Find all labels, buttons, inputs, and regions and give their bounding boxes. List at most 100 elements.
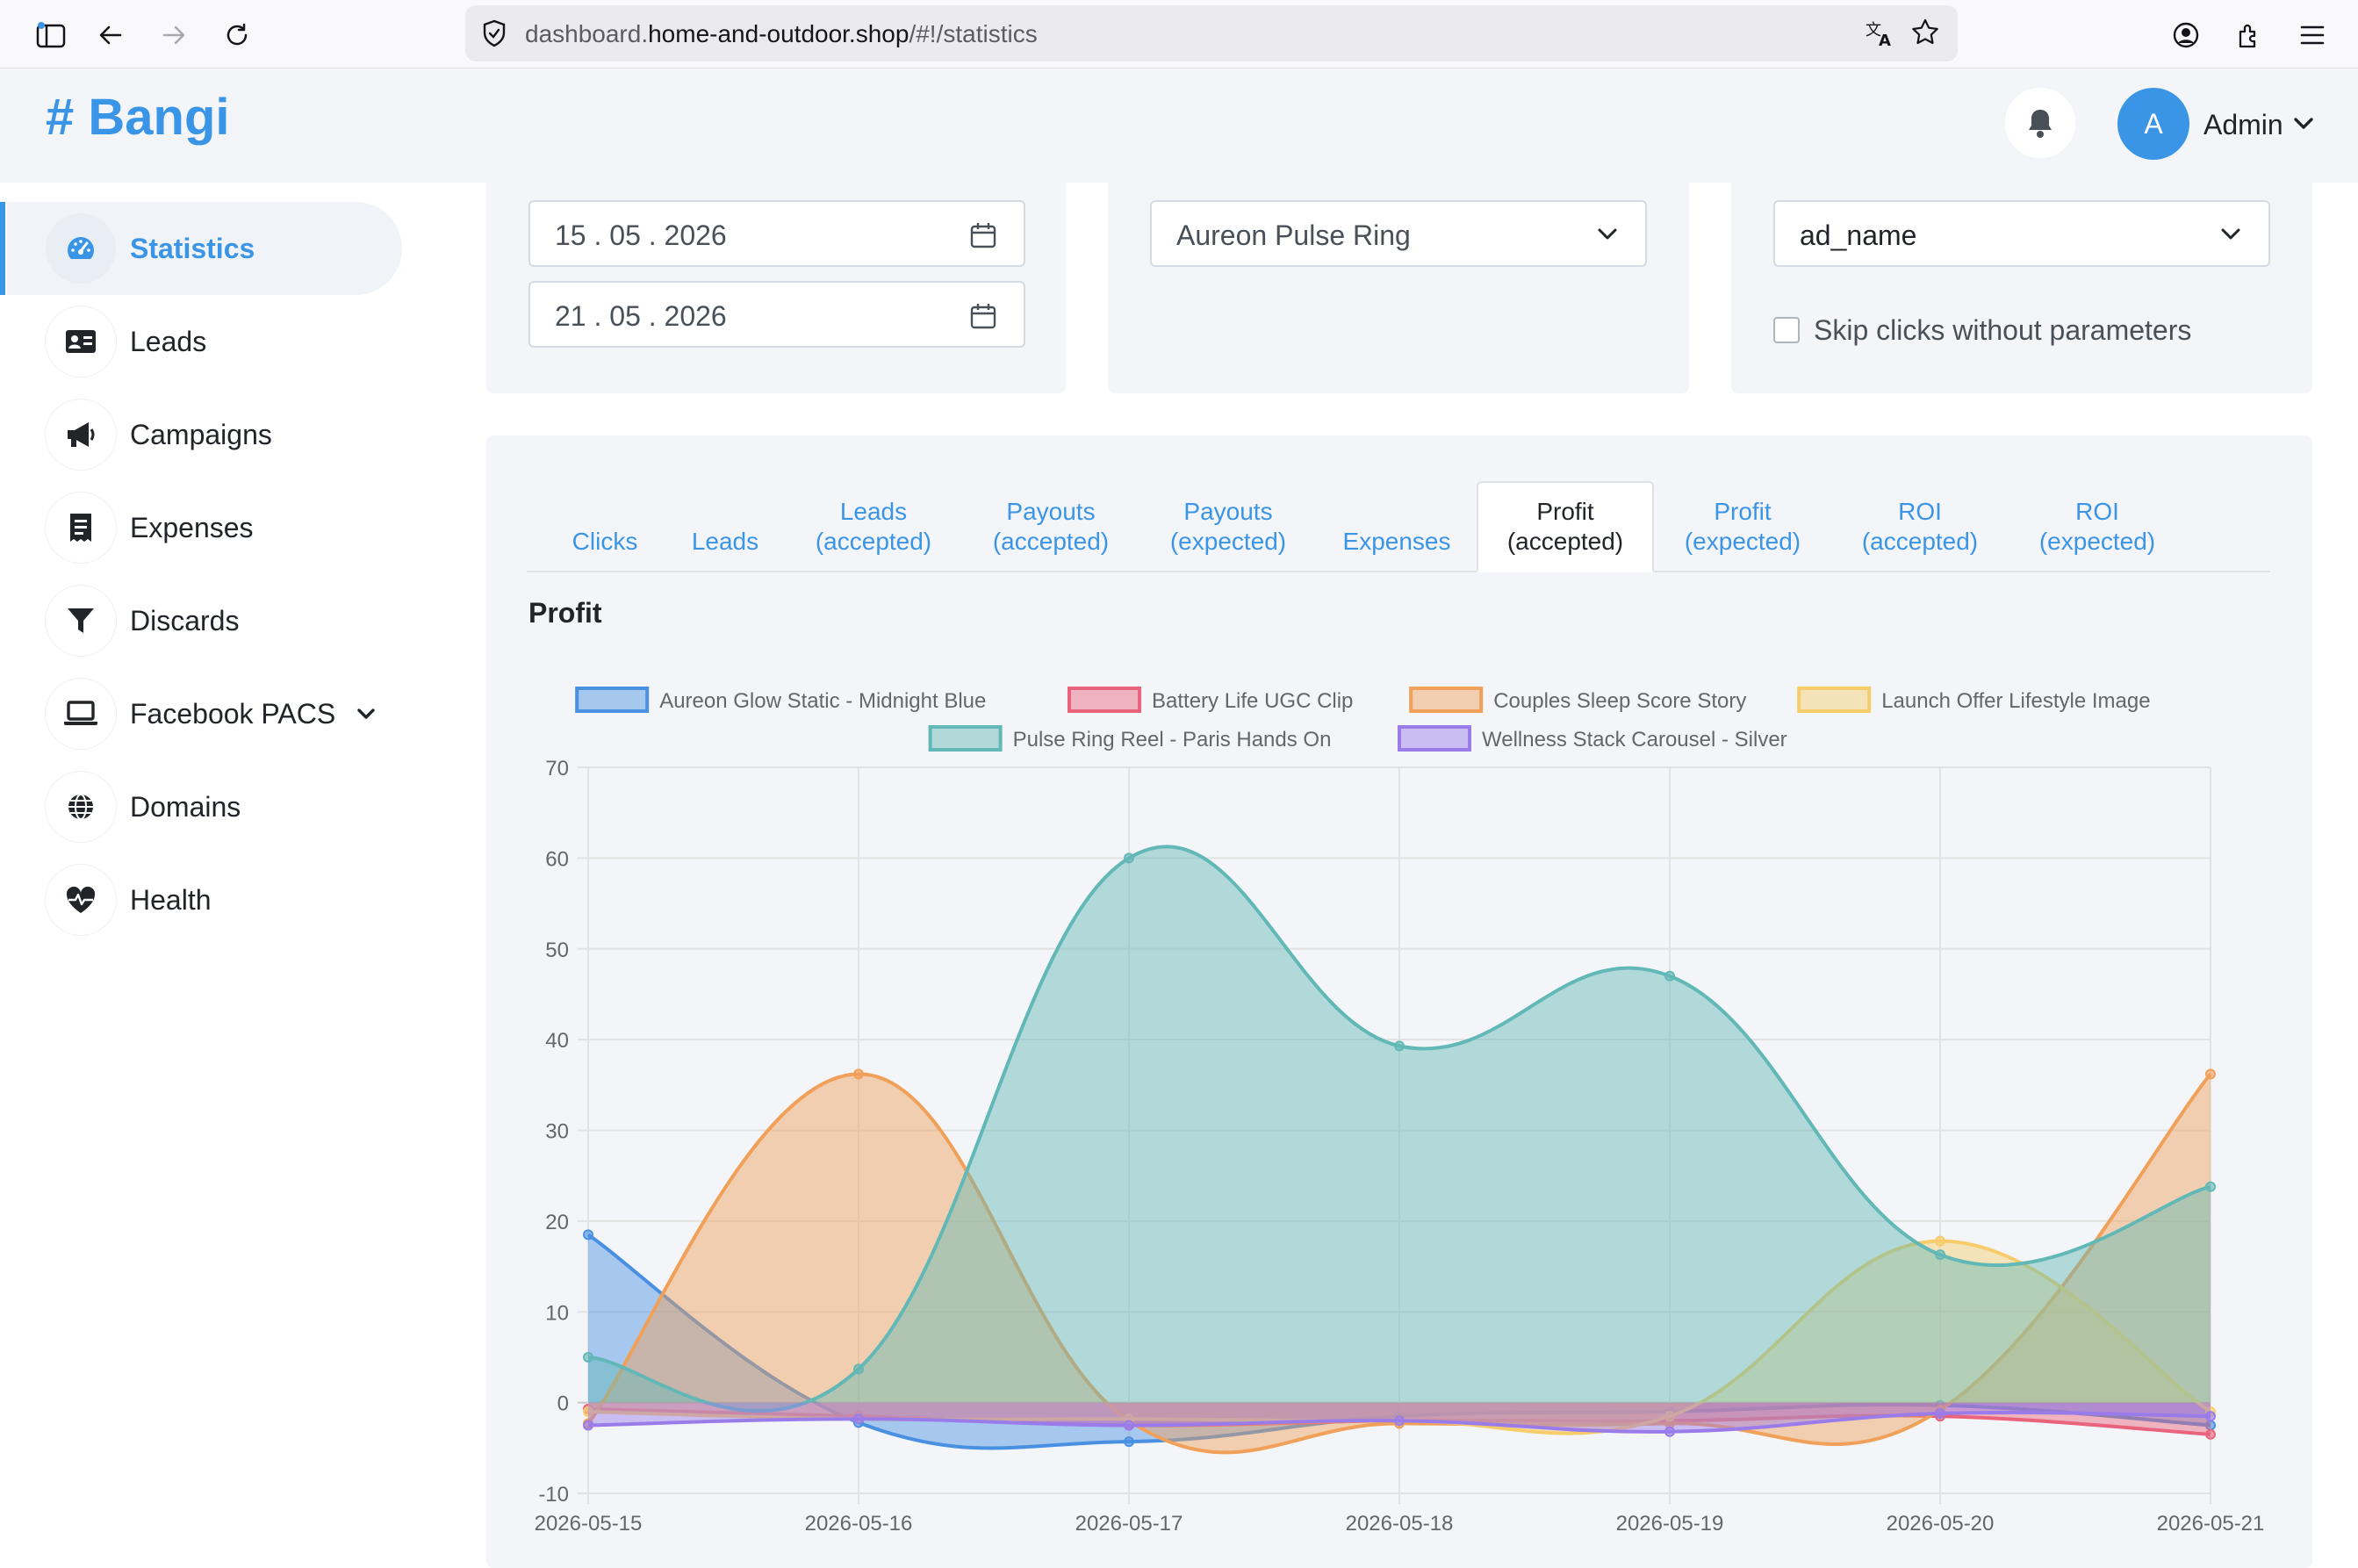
tab-profit-accepted[interactable]: Profit (accepted) [1477,481,1654,572]
chart-axes: -10 0 10 20 30 40 50 60 70 2026-05-15 2026-05-16 20… [535,757,2265,1536]
legend-swatch [1068,687,1141,713]
tab-payouts-accepted[interactable]: Payouts (accepted) [992,498,1110,555]
tab-leads-accepted[interactable]: Leads (accepted) [815,498,932,555]
x-tick-label: 2026-05-15 [535,1512,643,1536]
tab-profit-expected[interactable]: Profit (expected) [1684,498,1801,555]
calendar-icon[interactable] [969,302,997,330]
y-tick-label: 30 [545,1120,569,1144]
skip-clicks-checkbox[interactable] [1773,317,1800,343]
series-line [586,1072,2212,1455]
sidebar-item-statistics[interactable]: Statistics [0,202,402,295]
chevron-down-icon [2221,228,2240,240]
back-icon[interactable] [91,16,130,54]
user-name[interactable]: Admin [2203,109,2283,140]
series-line [587,845,2211,1413]
legend-swatch [575,687,650,713]
sidebar-item-label: Statistics [130,232,255,264]
x-tick-label: 2026-05-19 [1616,1512,1724,1536]
legend-label: Launch Offer Lifestyle Image [1881,689,2150,713]
megaphone-icon [46,399,116,470]
id-card-icon [46,306,116,377]
chevron-down-icon [357,708,375,719]
receipt-icon [46,493,116,563]
product-select-value: Aureon Pulse Ring [1176,219,1411,251]
metric-tabs: Clicks Leads Leads (accepted) Payouts (a… [527,481,2270,572]
sidebar-item-label: Domains [130,790,241,823]
sidebar-item-facebook-pacs[interactable]: Facebook PACS [7,667,402,760]
reload-icon[interactable] [218,16,256,54]
sidebar-item-discards[interactable]: Discards [7,574,402,667]
sidebar-item-label: Health [130,883,212,916]
chevron-down-icon[interactable] [2293,116,2314,132]
svg-text:A: A [1879,32,1891,47]
product-select[interactable]: Aureon Pulse Ring [1150,200,1647,267]
translate-icon[interactable]: 文A [1865,19,1894,47]
tab-expenses[interactable]: Expenses [1342,528,1451,555]
sidebar-item-label: Discards [130,604,240,637]
data-point [2205,1068,2216,1080]
sidebar-item-domains[interactable]: Domains [7,760,402,853]
tab-roi-expected[interactable]: ROI (expected) [2038,498,2156,555]
chart-areas [583,845,2216,1455]
sidebar-item-label: Campaigns [130,418,272,450]
menu-icon[interactable] [2293,16,2332,54]
date-to-field[interactable]: 21 . 05 . 2026 [528,281,1025,348]
group-by-select[interactable]: ad_name [1773,200,2270,267]
shield-icon [483,19,506,47]
legend-label: Pulse Ring Reel - Paris Hands On [1013,728,1332,752]
x-tick-label: 2026-05-20 [1887,1512,1995,1536]
bell-icon [2029,110,2052,138]
date-from-value: 15 . 05 . 2026 [555,219,727,251]
chevron-down-icon [1598,228,1617,240]
date-from-field[interactable]: 15 . 05 . 2026 [528,200,1025,267]
x-tick-label: 2026-05-18 [1346,1512,1454,1536]
address-bar[interactable]: dashboard.home-and-outdoor.shop/#!/stati… [465,5,1958,61]
chart-legend: Aureon Glow Static - Midnight Blue Batter… [575,687,2151,752]
data-point [583,1406,593,1417]
data-point [1394,1040,1405,1052]
data-point [1394,1415,1405,1427]
calendar-icon[interactable] [969,221,997,249]
x-tick-label: 2026-05-17 [1075,1512,1183,1536]
legend-swatch [1398,725,1471,752]
laptop-icon [46,679,116,749]
y-tick-label: 20 [545,1211,569,1234]
y-tick-label: 60 [545,847,569,871]
data-point [1935,1235,1945,1247]
data-point [1935,1249,1945,1261]
sidebar-item-expenses[interactable]: Expenses [7,481,402,574]
bookmark-star-icon[interactable] [1910,18,1940,47]
heartbeat-icon [46,865,116,935]
data-point [1124,1420,1134,1431]
series-area [588,1074,2211,1453]
tab-payouts-expected[interactable]: Payouts (expected) [1169,498,1287,555]
sidebar-item-health[interactable]: Health [7,853,402,946]
avatar[interactable]: A [2117,88,2189,160]
sidebar-item-label: Expenses [130,511,254,543]
profit-chart: Aureon Glow Static - Midnight Blue Batter… [535,687,2265,1536]
series-area [588,1234,2211,1449]
forward-icon[interactable] [155,16,193,54]
skip-clicks-label[interactable]: Skip clicks without parameters [1814,314,2192,346]
account-icon[interactable] [2167,16,2205,54]
tab-clicks[interactable]: Clicks [572,528,638,555]
legend-swatch [1797,687,1872,713]
tab-leads[interactable]: Leads [691,528,759,555]
sidebar-item-label: Leads [130,325,207,357]
y-tick-label: 10 [545,1301,569,1325]
data-point [2205,1411,2216,1422]
sidebar-item-campaigns[interactable]: Campaigns [7,388,402,481]
browser-toolbar: dashboard.home-and-outdoor.shop/#!/stati… [0,0,2358,68]
legend-label: Wellness Stack Carousel - Silver [1482,728,1787,752]
tab-roi-accepted[interactable]: ROI (accepted) [1861,498,1979,555]
notifications-button[interactable] [2005,88,2075,158]
brand-logo[interactable]: # Bangi [46,89,230,146]
x-tick-label: 2026-05-16 [805,1512,913,1536]
y-tick-label: 40 [545,1029,569,1053]
y-tick-label: 0 [557,1392,569,1416]
sidebar-item-leads[interactable]: Leads [7,295,402,388]
data-point [853,1068,864,1080]
data-point [1935,1408,1945,1420]
sidebar-toggle-icon[interactable] [32,16,70,54]
extensions-icon[interactable] [2230,16,2268,54]
